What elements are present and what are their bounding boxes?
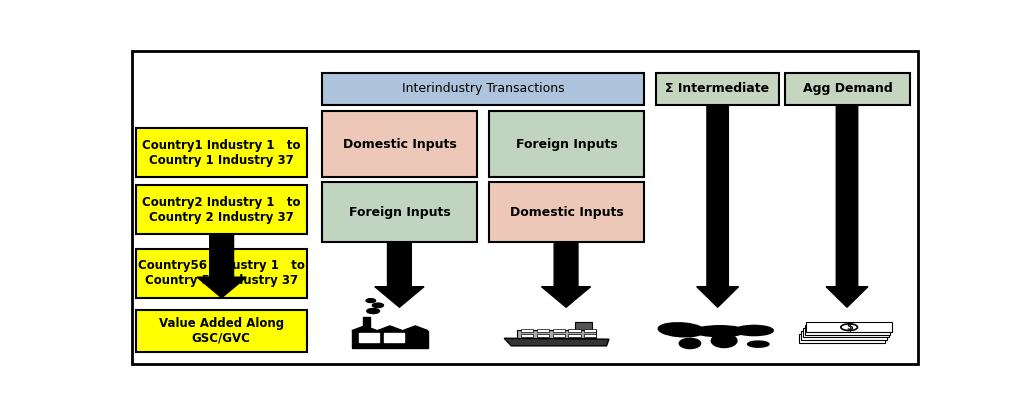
- FancyBboxPatch shape: [323, 73, 644, 105]
- Polygon shape: [696, 105, 738, 307]
- FancyBboxPatch shape: [584, 334, 596, 337]
- Polygon shape: [375, 242, 424, 307]
- FancyBboxPatch shape: [521, 330, 534, 332]
- FancyBboxPatch shape: [805, 325, 890, 335]
- Circle shape: [367, 309, 380, 314]
- FancyBboxPatch shape: [785, 73, 910, 105]
- FancyBboxPatch shape: [136, 185, 306, 234]
- Ellipse shape: [748, 341, 769, 347]
- FancyBboxPatch shape: [521, 334, 534, 337]
- FancyBboxPatch shape: [364, 317, 371, 331]
- FancyBboxPatch shape: [384, 332, 404, 342]
- Text: Foreign Inputs: Foreign Inputs: [349, 206, 451, 219]
- FancyBboxPatch shape: [352, 331, 428, 348]
- FancyBboxPatch shape: [568, 334, 581, 337]
- FancyBboxPatch shape: [553, 330, 565, 332]
- FancyBboxPatch shape: [655, 73, 779, 105]
- Polygon shape: [504, 338, 609, 346]
- Ellipse shape: [712, 334, 737, 348]
- FancyBboxPatch shape: [584, 330, 596, 332]
- FancyBboxPatch shape: [323, 182, 477, 242]
- Ellipse shape: [679, 338, 700, 349]
- Text: Country56 Industry 1   to
Country 56 Industry 37: Country56 Industry 1 to Country 56 Indus…: [138, 259, 305, 287]
- Ellipse shape: [735, 326, 773, 336]
- Text: Σ Intermediate: Σ Intermediate: [666, 82, 769, 95]
- Text: Agg Demand: Agg Demand: [803, 82, 893, 95]
- Text: Foreign Inputs: Foreign Inputs: [516, 138, 617, 151]
- Text: Country2 Industry 1   to
Country 2 Industry 37: Country2 Industry 1 to Country 2 Industr…: [142, 196, 300, 224]
- FancyBboxPatch shape: [489, 111, 644, 178]
- FancyBboxPatch shape: [323, 111, 477, 178]
- Polygon shape: [402, 326, 428, 331]
- Polygon shape: [197, 234, 246, 298]
- Ellipse shape: [694, 326, 745, 337]
- FancyBboxPatch shape: [136, 249, 306, 298]
- FancyBboxPatch shape: [800, 333, 885, 343]
- FancyBboxPatch shape: [553, 334, 565, 337]
- Text: Value Added Along
GSC/GVC: Value Added Along GSC/GVC: [159, 317, 284, 345]
- Text: Domestic Inputs: Domestic Inputs: [343, 138, 457, 151]
- Polygon shape: [377, 326, 402, 331]
- FancyBboxPatch shape: [537, 334, 549, 337]
- FancyBboxPatch shape: [537, 330, 549, 332]
- FancyBboxPatch shape: [803, 328, 889, 337]
- Polygon shape: [352, 326, 377, 331]
- FancyBboxPatch shape: [489, 182, 644, 242]
- Circle shape: [373, 303, 383, 307]
- FancyBboxPatch shape: [359, 332, 379, 342]
- Text: $: $: [846, 322, 853, 332]
- FancyBboxPatch shape: [806, 323, 892, 332]
- FancyBboxPatch shape: [575, 323, 592, 330]
- Polygon shape: [542, 242, 591, 307]
- Polygon shape: [826, 105, 868, 307]
- Text: Domestic Inputs: Domestic Inputs: [510, 206, 624, 219]
- FancyBboxPatch shape: [136, 310, 306, 351]
- Circle shape: [366, 299, 376, 302]
- FancyBboxPatch shape: [568, 330, 581, 332]
- Text: Country1 Industry 1   to
Country 1 Industry 37: Country1 Industry 1 to Country 1 Industr…: [142, 139, 300, 167]
- FancyBboxPatch shape: [801, 331, 887, 340]
- FancyBboxPatch shape: [136, 128, 306, 178]
- FancyBboxPatch shape: [517, 330, 596, 338]
- Ellipse shape: [658, 323, 705, 337]
- Text: Interindustry Transactions: Interindustry Transactions: [401, 82, 564, 95]
